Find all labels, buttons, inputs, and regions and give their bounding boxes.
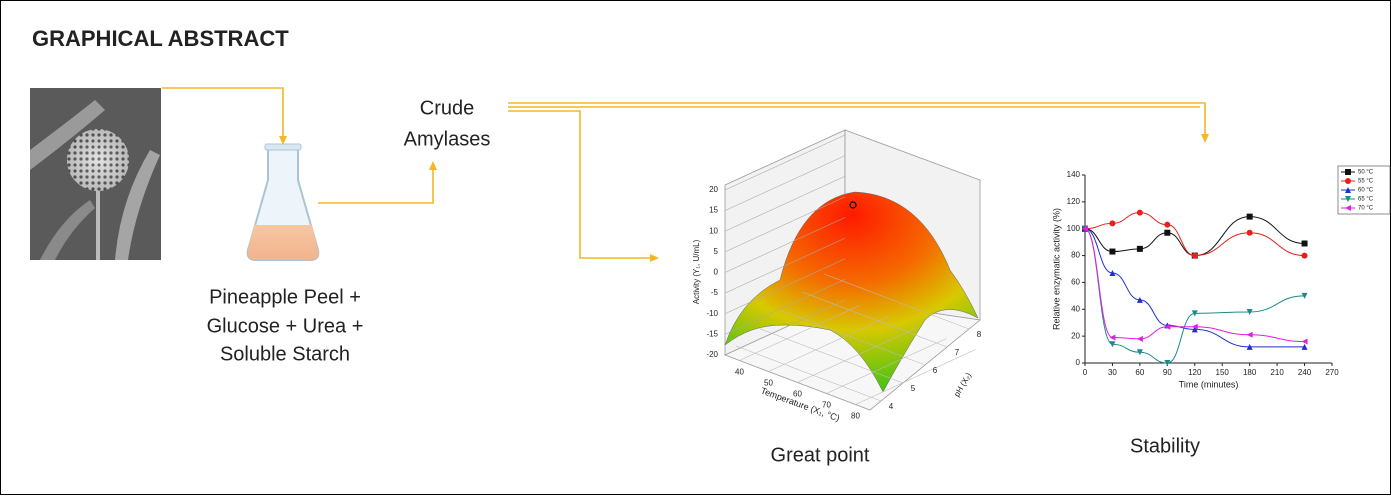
legend-label: 55 °C [1358, 179, 1374, 185]
z-tick-label: 15 [709, 206, 718, 215]
z-tick-label: 5 [714, 247, 719, 256]
x-tick-label: 90 [1163, 368, 1172, 377]
legend-label: 60 °C [1358, 188, 1374, 194]
x-tick-label: 80 [851, 412, 860, 421]
y-tick-label: 80 [1071, 251, 1080, 260]
y-tick-label: 40 [1071, 304, 1080, 313]
x-tick-label: 30 [1108, 368, 1117, 377]
x-tick-label: 270 [1325, 368, 1339, 377]
x-tick-label: 60 [1135, 368, 1144, 377]
data-point [1192, 253, 1198, 259]
product-label: Amylases [404, 128, 491, 150]
graphical-abstract: GRAPHICAL ABSTRACT Crude Amylases Pineap… [0, 0, 1391, 495]
y-tick-label: 140 [1067, 170, 1081, 179]
caption: Great point [771, 444, 870, 466]
title: GRAPHICAL ABSTRACT [32, 26, 289, 51]
substrate-label: Glucose + Urea + [207, 315, 364, 337]
y-tick-label: 0 [1076, 358, 1081, 367]
photo [30, 88, 161, 260]
x-tick-label: 180 [1243, 368, 1257, 377]
data-point [1137, 246, 1143, 252]
y-tick-label: 8 [977, 330, 982, 339]
x-tick-label: 210 [1270, 368, 1284, 377]
data-point [1247, 214, 1253, 220]
y-tick-label: 60 [1071, 278, 1080, 287]
y-tick-label: 20 [1071, 331, 1080, 340]
data-point [1345, 178, 1351, 184]
data-point [1109, 249, 1115, 255]
legend-label: 70 °C [1358, 206, 1374, 212]
caption: Stability [1130, 435, 1200, 457]
z-tick-label: -15 [706, 329, 718, 338]
substrate-label: Pineapple Peel + [209, 286, 361, 308]
data-point [1302, 240, 1308, 246]
z-tick-label: -10 [706, 309, 718, 318]
y-axis-label: Relative enzymatic activity (%) [1051, 208, 1061, 330]
y-tick-label: 5 [911, 384, 916, 393]
y-tick-label: 120 [1067, 197, 1081, 206]
x-tick-label: 40 [735, 368, 744, 377]
product-label: Crude [420, 97, 474, 119]
z-tick-label: 10 [709, 226, 718, 235]
y-tick-label: 4 [889, 402, 894, 411]
z-axis-label: Activity (Y₁, U/mL) [692, 239, 701, 304]
x-tick-label: 120 [1188, 368, 1202, 377]
data-point [1302, 253, 1308, 259]
z-tick-label: -20 [706, 350, 718, 359]
x-tick-label: 240 [1298, 368, 1312, 377]
data-point [1247, 230, 1253, 236]
y-tick-label: 100 [1067, 224, 1081, 233]
y-tick-label: 6 [933, 366, 938, 375]
y-tick-label: 7 [955, 348, 960, 357]
x-tick-label: 0 [1083, 368, 1088, 377]
data-point [1109, 220, 1115, 226]
z-tick-label: -5 [711, 288, 719, 297]
legend-label: 50 °C [1358, 170, 1374, 176]
x-tick-label: 150 [1216, 368, 1230, 377]
data-point [1164, 230, 1170, 236]
x-axis-label: Time (minutes) [1179, 379, 1239, 389]
data-point [1345, 169, 1351, 175]
data-point [1164, 222, 1170, 228]
data-point [1137, 210, 1143, 216]
z-tick-label: 20 [709, 185, 718, 194]
legend-label: 65 °C [1358, 197, 1374, 203]
z-tick-label: 0 [714, 268, 719, 277]
substrate-label: Soluble Starch [220, 343, 350, 365]
